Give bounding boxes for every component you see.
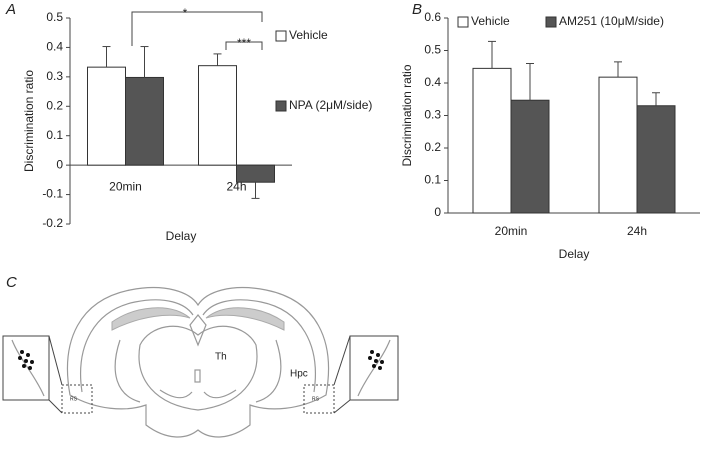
panel-label: B [412,1,422,18]
region-label: Th [215,352,227,363]
region-label: RS [312,396,320,402]
y-tick-label: 0.4 [46,40,63,54]
y-tick-label: 0.3 [424,108,441,122]
sig-star: *** [237,36,251,50]
x-tick-label: 24h [627,224,647,238]
y-axis-title: Discrimination ratio [400,64,414,166]
brain-diagram [2,286,399,438]
bar [510,99,550,214]
sig-bracket [131,11,263,46]
bar [472,67,512,214]
bar [87,66,126,166]
y-tick-label: -0.2 [42,216,63,230]
legend-label: Vehicle [289,28,328,42]
bar [198,65,237,166]
bar [598,76,638,214]
x-tick-label: 20min [495,224,528,238]
x-axis-title: Delay [559,247,590,261]
y-tick-label: 0.1 [46,128,63,142]
y-tick-label: 0.5 [46,10,63,24]
y-tick-label: 0.2 [46,98,63,112]
y-tick-label: 0.6 [424,10,441,24]
y-tick-label: 0 [434,205,441,219]
y-tick-label: 0.2 [424,140,441,154]
y-tick-label: 0 [56,157,63,171]
bar [636,105,676,214]
panel-label: A [5,1,16,18]
sig-star: * [183,6,188,20]
panel-label: C [6,274,17,291]
y-tick-label: -0.1 [42,187,63,201]
y-tick-label: 0.5 [424,43,441,57]
legend-label: NPA (2μM/side) [289,98,372,112]
x-axis-title: Delay [166,229,197,243]
sig-bracket [225,41,263,50]
y-tick-label: 0.3 [46,69,63,83]
y-tick-label: 0.1 [424,173,441,187]
region-label: Hpc [290,369,308,380]
region-label: RS [70,396,78,402]
legend-label: Vehicle [471,14,510,28]
legend-swatch [275,30,287,42]
y-axis-title: Discrimination ratio [22,70,36,172]
legend-swatch [545,16,557,28]
x-tick-label: 20min [109,179,142,193]
legend-label: AM251 (10μM/side) [559,14,664,28]
bar [125,76,164,166]
y-tick-label: 0.4 [424,75,441,89]
x-tick-label: 24h [226,179,246,193]
bar [236,164,275,183]
legend-swatch [457,16,469,28]
legend-swatch [275,100,287,112]
